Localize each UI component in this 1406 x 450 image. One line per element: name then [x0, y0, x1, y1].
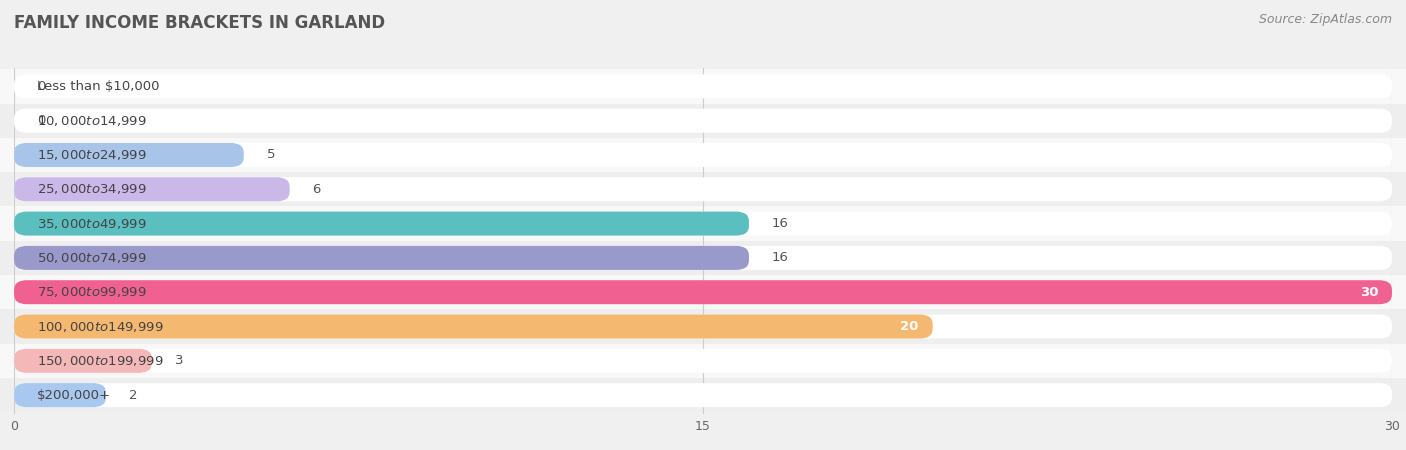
- FancyBboxPatch shape: [0, 69, 1406, 104]
- Text: 16: 16: [772, 252, 789, 265]
- FancyBboxPatch shape: [14, 212, 749, 236]
- Text: $75,000 to $99,999: $75,000 to $99,999: [37, 285, 146, 299]
- Text: $100,000 to $149,999: $100,000 to $149,999: [37, 320, 163, 333]
- Text: $150,000 to $199,999: $150,000 to $199,999: [37, 354, 163, 368]
- Text: $25,000 to $34,999: $25,000 to $34,999: [37, 182, 146, 196]
- Text: 5: 5: [267, 148, 276, 162]
- FancyBboxPatch shape: [14, 280, 1392, 304]
- FancyBboxPatch shape: [0, 309, 1406, 344]
- Text: Less than $10,000: Less than $10,000: [37, 80, 159, 93]
- Text: $15,000 to $24,999: $15,000 to $24,999: [37, 148, 146, 162]
- FancyBboxPatch shape: [14, 315, 1392, 338]
- Text: 30: 30: [1360, 286, 1378, 299]
- FancyBboxPatch shape: [0, 344, 1406, 378]
- FancyBboxPatch shape: [14, 349, 152, 373]
- Text: $10,000 to $14,999: $10,000 to $14,999: [37, 114, 146, 128]
- Text: 0: 0: [37, 114, 45, 127]
- FancyBboxPatch shape: [14, 177, 290, 201]
- Text: 6: 6: [312, 183, 321, 196]
- FancyBboxPatch shape: [0, 172, 1406, 207]
- Text: 2: 2: [129, 389, 138, 402]
- FancyBboxPatch shape: [14, 246, 749, 270]
- Text: Source: ZipAtlas.com: Source: ZipAtlas.com: [1258, 14, 1392, 27]
- FancyBboxPatch shape: [14, 177, 1392, 201]
- FancyBboxPatch shape: [14, 280, 1392, 304]
- Text: 3: 3: [174, 354, 183, 367]
- Text: 16: 16: [772, 217, 789, 230]
- FancyBboxPatch shape: [14, 108, 1392, 133]
- FancyBboxPatch shape: [14, 143, 243, 167]
- FancyBboxPatch shape: [0, 275, 1406, 309]
- FancyBboxPatch shape: [14, 383, 105, 407]
- Text: FAMILY INCOME BRACKETS IN GARLAND: FAMILY INCOME BRACKETS IN GARLAND: [14, 14, 385, 32]
- FancyBboxPatch shape: [14, 143, 1392, 167]
- FancyBboxPatch shape: [14, 315, 932, 338]
- FancyBboxPatch shape: [14, 349, 1392, 373]
- Text: 0: 0: [37, 80, 45, 93]
- FancyBboxPatch shape: [0, 378, 1406, 412]
- Text: $200,000+: $200,000+: [37, 389, 111, 402]
- FancyBboxPatch shape: [14, 74, 1392, 99]
- FancyBboxPatch shape: [14, 212, 1392, 236]
- FancyBboxPatch shape: [0, 241, 1406, 275]
- FancyBboxPatch shape: [0, 104, 1406, 138]
- FancyBboxPatch shape: [0, 138, 1406, 172]
- FancyBboxPatch shape: [14, 246, 1392, 270]
- FancyBboxPatch shape: [0, 207, 1406, 241]
- Text: $50,000 to $74,999: $50,000 to $74,999: [37, 251, 146, 265]
- Text: $35,000 to $49,999: $35,000 to $49,999: [37, 216, 146, 230]
- Text: 20: 20: [900, 320, 920, 333]
- FancyBboxPatch shape: [14, 383, 1392, 407]
